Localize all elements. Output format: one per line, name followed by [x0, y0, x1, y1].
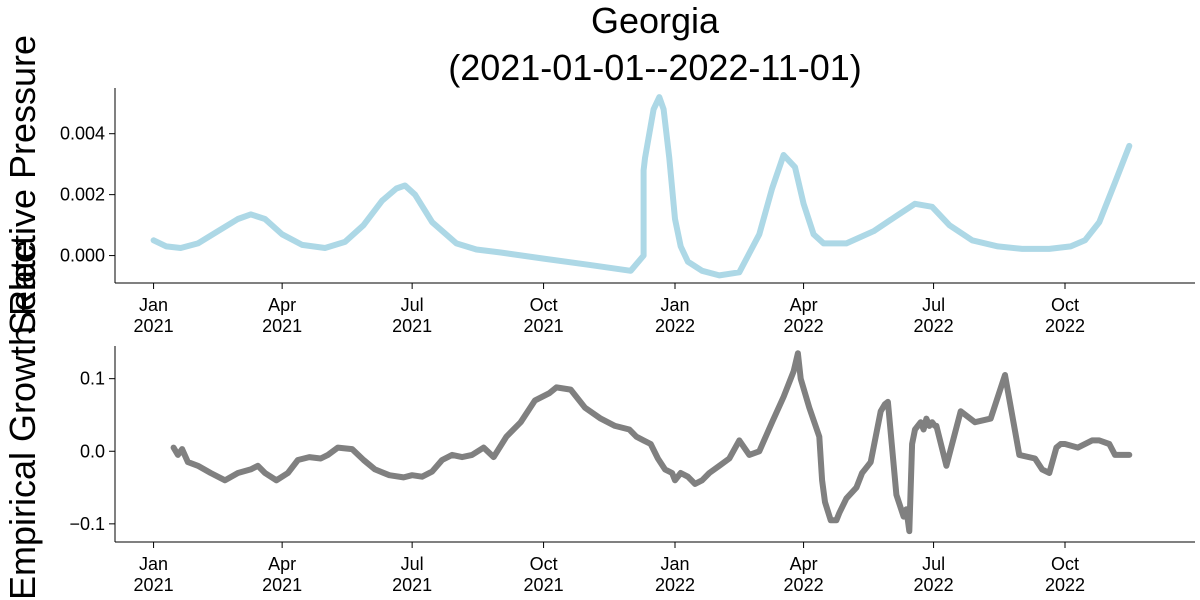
selective-pressure-panel: 0.0000.0020.004Jan2021Apr2021Jul2021Oct2…	[60, 88, 1195, 336]
x-tick-label-year: 2022	[914, 575, 954, 595]
x-tick-label-month: Oct	[1051, 554, 1079, 574]
x-tick-label-year: 2021	[524, 316, 564, 336]
x-tick-label-year: 2021	[134, 316, 174, 336]
x-tick-label-year: 2022	[784, 316, 824, 336]
chart-title-line-2: (2021-01-01--2022-11-01)	[448, 47, 862, 88]
x-tick-label-month: Jan	[660, 295, 689, 315]
x-tick-label-year: 2021	[392, 575, 432, 595]
x-tick-label-month: Oct	[530, 295, 558, 315]
x-tick-label-year: 2022	[655, 575, 695, 595]
x-tick-label-year: 2022	[1045, 575, 1085, 595]
x-tick-label-year: 2022	[784, 575, 824, 595]
selective-pressure-line	[150, 94, 1133, 279]
x-tick-label-month: Jan	[660, 554, 689, 574]
growth-rate-line	[170, 350, 1133, 535]
x-tick-label-year: 2022	[914, 316, 954, 336]
x-tick-label-month: Jul	[922, 554, 945, 574]
y-tick-label: 0.0	[80, 441, 105, 461]
x-tick-label-year: 2021	[392, 316, 432, 336]
x-tick-label-month: Jul	[922, 295, 945, 315]
y-tick-label: 0.002	[60, 185, 105, 205]
x-tick-label-month: Apr	[268, 295, 296, 315]
x-tick-label-year: 2022	[655, 316, 695, 336]
x-tick-label-year: 2021	[524, 575, 564, 595]
x-tick-label-month: Oct	[1051, 295, 1079, 315]
x-tick-label-month: Jul	[401, 295, 424, 315]
x-tick-label-month: Apr	[790, 295, 818, 315]
x-tick-label-year: 2021	[262, 316, 302, 336]
x-tick-label-year: 2021	[262, 575, 302, 595]
y-axis-label-growth-rate: Empirical Growth Rate	[2, 240, 43, 600]
y-axis-label-selective-pressure: Selective Pressure	[2, 35, 43, 335]
growth-rate-panel: −0.10.00.1Jan2021Apr2021Jul2021Oct2021Ja…	[69, 346, 1195, 595]
x-tick-label-month: Apr	[790, 554, 818, 574]
y-tick-label: 0.1	[80, 369, 105, 389]
chart-title-line-1: Georgia	[591, 0, 720, 41]
y-tick-label: −0.1	[69, 514, 105, 534]
x-tick-label-year: 2022	[1045, 316, 1085, 336]
x-tick-label-month: Jan	[139, 554, 168, 574]
x-tick-label-month: Oct	[530, 554, 558, 574]
y-tick-label: 0.000	[60, 246, 105, 266]
x-tick-label-year: 2021	[134, 575, 174, 595]
x-tick-label-month: Apr	[268, 554, 296, 574]
x-tick-label-month: Jul	[401, 554, 424, 574]
y-tick-label: 0.004	[60, 124, 105, 144]
x-tick-label-month: Jan	[139, 295, 168, 315]
